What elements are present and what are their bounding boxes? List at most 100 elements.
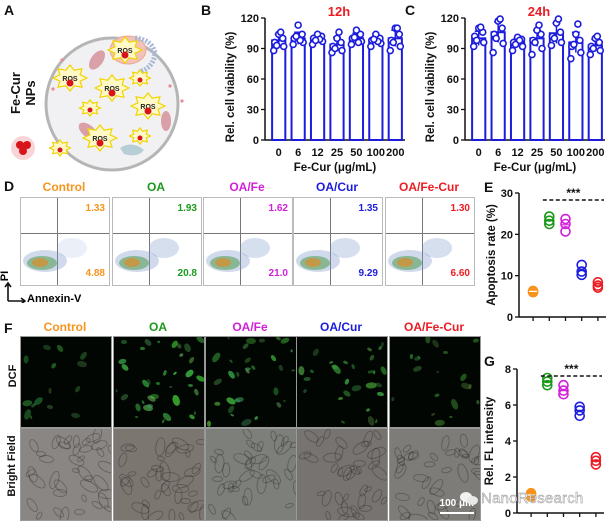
y-tick-label: 6 — [505, 400, 511, 412]
bar — [490, 31, 506, 142]
bright-field-image: 100 μm — [389, 428, 481, 521]
fluorescent-cell — [228, 358, 233, 363]
flow-cytometry-plot: 1.62 21.0 — [203, 197, 293, 286]
data-point — [479, 38, 488, 47]
fluorescent-cell — [373, 370, 376, 375]
y-tick-label: 0 — [453, 135, 459, 147]
data-point — [556, 28, 565, 37]
data-point — [499, 39, 507, 48]
y-tick-label: 120 — [241, 13, 259, 25]
data-point — [560, 226, 571, 237]
data-point — [586, 50, 595, 59]
er-icon — [120, 144, 144, 156]
y-tick-label: 10 — [501, 271, 513, 283]
upper-right-quadrant-value: 1.30 — [450, 203, 470, 214]
ros-burst — [129, 92, 167, 120]
ros-label: ROS — [140, 104, 156, 111]
x-tick-label: 100 — [367, 147, 385, 159]
data-point — [370, 35, 378, 44]
bright-field-image — [113, 428, 205, 521]
lower-right-quadrant-value: 20.8 — [177, 268, 197, 279]
ros-burst-icon: ROS ROS ROS ROS ROS — [48, 36, 167, 157]
fluorescent-cell — [413, 356, 421, 362]
y-tick-label: 30 — [247, 105, 259, 117]
fluorescent-cell — [337, 396, 344, 401]
cell-outline — [322, 452, 342, 463]
mitochondrion-icon — [89, 50, 105, 70]
fluorescent-cell — [42, 343, 52, 351]
fluorescent-cell — [250, 365, 256, 371]
ros-label: ROS — [92, 136, 108, 143]
fluorescent-cell — [120, 392, 130, 401]
data-point — [333, 34, 341, 43]
fluorescent-cell — [290, 349, 293, 353]
y-axis-label: Rel. cell viability (%) — [425, 32, 437, 143]
cell-outline — [97, 489, 111, 499]
y-tick-label: 8 — [505, 364, 511, 376]
data-point — [386, 46, 395, 55]
bar — [368, 39, 384, 141]
fluorescent-cell — [344, 378, 351, 386]
y-tick-label: 0 — [507, 312, 513, 324]
bar — [309, 38, 326, 141]
dcf-fluorescence-image — [20, 336, 112, 428]
fluorescent-cell — [156, 341, 161, 344]
data-point — [335, 28, 343, 37]
fluorescent-cell — [140, 347, 146, 351]
cell-outline — [95, 458, 111, 476]
cell-schematic: ROS ROS ROS ROS ROS — [11, 35, 184, 172]
y-tick-label: 30 — [447, 105, 459, 117]
y-tick-label: 0 — [505, 508, 511, 520]
fluorescent-cell — [141, 399, 145, 404]
ros-burst — [93, 74, 131, 102]
data-point — [367, 42, 375, 51]
data-point — [541, 379, 553, 391]
microscopy-condition-label: OA/Cur — [320, 320, 362, 334]
bar — [329, 43, 345, 141]
data-point — [298, 30, 306, 39]
data-point — [574, 20, 582, 28]
flow-condition-label: OA — [147, 180, 165, 194]
fluorescent-cell — [282, 399, 287, 403]
data-point — [331, 44, 339, 53]
fluorescent-cell — [273, 386, 280, 396]
quadrant-divider-vertical — [422, 198, 423, 285]
viability-chart-24h: 0 30 60 90 120 0 6 12 25 50 100 200 24h Fe-Cur (μg/mL… — [425, 4, 605, 174]
fluorescent-cell — [368, 354, 375, 362]
microscopy-condition-label: OA/Fe-Cur — [404, 320, 464, 334]
data-point — [289, 40, 297, 49]
data-point — [292, 32, 300, 41]
cell-outline — [195, 438, 204, 445]
mitochondrion-icon — [161, 111, 171, 131]
x-tick-label: 50 — [350, 147, 362, 159]
data-point — [338, 46, 346, 55]
x-tick-label: 200 — [386, 147, 404, 159]
data-point — [354, 38, 363, 47]
x-tick-label: 25 — [531, 147, 543, 159]
bright-field-image — [205, 428, 297, 521]
quadrant-divider-horizontal — [21, 233, 109, 234]
data-point — [347, 40, 356, 49]
panel-c-letter: C — [405, 2, 416, 18]
fe-cur-particle — [137, 135, 143, 141]
cell-outline — [95, 446, 107, 459]
lower-right-quadrant-value: 4.88 — [85, 268, 105, 279]
fluorescent-cell — [412, 364, 423, 373]
y-axis-label: Rel. cell viability (%) — [225, 32, 237, 143]
fluorescent-cell — [143, 337, 153, 347]
significance-stars: *** — [566, 186, 580, 200]
apoptosis-rate-chart: 0 10 20 30 *** Apoptosis rate (%) — [486, 186, 606, 324]
cell-outline — [153, 489, 163, 501]
panel-g-letter: G — [484, 353, 495, 369]
data-point — [389, 38, 398, 47]
fluorescent-cell — [226, 369, 236, 380]
fluorescent-cell — [171, 393, 182, 406]
fluorescent-cell — [342, 389, 352, 398]
fluorescent-cell — [135, 415, 139, 418]
data-point — [541, 372, 553, 384]
cell-outline — [394, 492, 411, 503]
cell-density-cloud — [397, 258, 413, 267]
cell-density-cloud — [57, 238, 87, 258]
data-point — [395, 30, 404, 39]
panel-f-letter: F — [4, 320, 13, 336]
